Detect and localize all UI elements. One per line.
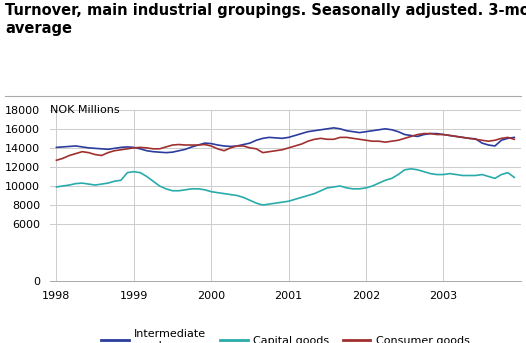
Text: NOK Millions: NOK Millions	[50, 105, 119, 115]
Text: Turnover, main industrial groupings. Seasonally adjusted. 3-month moving
average: Turnover, main industrial groupings. Sea…	[5, 3, 526, 36]
Legend: Intermediate
goods, Capital goods, Consumer goods: Intermediate goods, Capital goods, Consu…	[96, 324, 474, 343]
